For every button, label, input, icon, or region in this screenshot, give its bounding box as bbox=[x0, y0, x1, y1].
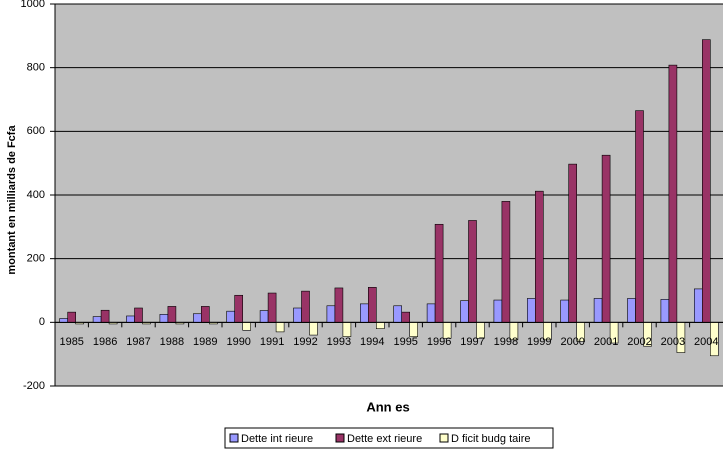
bar bbox=[134, 307, 143, 323]
x-tick-label: 2001 bbox=[594, 336, 618, 348]
bar bbox=[401, 311, 411, 323]
bar bbox=[701, 39, 711, 323]
bar bbox=[167, 306, 177, 323]
y-tick-label: 800 bbox=[27, 62, 45, 74]
x-tick-label: 1989 bbox=[193, 336, 217, 348]
bar bbox=[627, 298, 636, 323]
bar bbox=[601, 154, 611, 323]
bar bbox=[259, 310, 269, 323]
bar bbox=[201, 306, 210, 323]
bar bbox=[501, 201, 511, 323]
bar bbox=[267, 292, 277, 323]
bar bbox=[460, 300, 469, 323]
x-tick-label: 1987 bbox=[126, 336, 150, 348]
bar bbox=[301, 290, 310, 323]
bar bbox=[375, 322, 385, 330]
bar bbox=[67, 311, 76, 323]
x-tick-label: 1993 bbox=[327, 336, 351, 348]
bar bbox=[526, 298, 536, 323]
x-tick-label: 1995 bbox=[393, 336, 417, 348]
x-tick-label: 1991 bbox=[260, 336, 284, 348]
bar bbox=[367, 287, 377, 323]
x-tick-label: 1990 bbox=[226, 336, 250, 348]
bar bbox=[393, 305, 403, 323]
x-tick-label: 1988 bbox=[160, 336, 184, 348]
legend-label: D ficit budg taire bbox=[451, 433, 530, 445]
bar bbox=[668, 64, 678, 323]
x-tick-label: 1985 bbox=[59, 336, 83, 348]
bar bbox=[635, 110, 644, 323]
bar bbox=[560, 299, 570, 323]
x-tick-label: 1994 bbox=[360, 336, 384, 348]
bar bbox=[159, 314, 169, 323]
bar bbox=[342, 322, 352, 337]
bar bbox=[593, 298, 603, 323]
x-tick-label: 1999 bbox=[527, 336, 551, 348]
bar bbox=[242, 322, 251, 331]
bar bbox=[359, 303, 369, 323]
legend-swatch bbox=[439, 433, 449, 443]
legend-swatch bbox=[335, 433, 345, 443]
bar bbox=[92, 316, 102, 323]
bar bbox=[126, 315, 135, 323]
bar bbox=[59, 318, 69, 323]
y-tick-label: 1000 bbox=[21, 0, 45, 10]
x-tick-label: 2002 bbox=[627, 336, 651, 348]
bar bbox=[100, 309, 110, 323]
bar bbox=[334, 287, 344, 323]
y-tick-label: 600 bbox=[27, 125, 45, 137]
y-tick-label: -200 bbox=[23, 380, 45, 392]
x-tick-label: 1997 bbox=[460, 336, 484, 348]
bar bbox=[493, 299, 503, 323]
bar bbox=[293, 307, 302, 323]
x-tick-label: 2004 bbox=[694, 336, 718, 348]
bar bbox=[534, 190, 544, 323]
y-tick-label: 400 bbox=[27, 189, 45, 201]
bar bbox=[568, 163, 578, 323]
x-tick-label: 1998 bbox=[494, 336, 518, 348]
bar bbox=[693, 288, 703, 323]
x-tick-label: 1992 bbox=[293, 336, 317, 348]
bar bbox=[275, 322, 285, 333]
legend-swatch bbox=[229, 433, 239, 443]
bar bbox=[409, 322, 419, 337]
y-tick-label: 0 bbox=[39, 316, 45, 328]
x-axis-title: Ann es bbox=[366, 399, 409, 414]
legend-label: Dette ext rieure bbox=[347, 433, 422, 445]
bar bbox=[226, 310, 235, 323]
bar bbox=[309, 322, 318, 336]
bar bbox=[326, 305, 336, 323]
bar bbox=[193, 313, 202, 323]
bar bbox=[468, 220, 477, 323]
x-tick-label: 1986 bbox=[93, 336, 117, 348]
bar bbox=[660, 299, 670, 323]
bar bbox=[234, 294, 243, 323]
x-tick-label: 1996 bbox=[427, 336, 451, 348]
x-tick-label: 2003 bbox=[661, 336, 685, 348]
legend-label: Dette int rieure bbox=[241, 433, 313, 445]
legend bbox=[224, 427, 554, 449]
bar bbox=[434, 223, 444, 323]
x-tick-label: 2000 bbox=[560, 336, 584, 348]
bar bbox=[426, 303, 436, 323]
y-axis-title: montant en milliards de Fcfa bbox=[6, 125, 18, 275]
y-tick-label: 200 bbox=[27, 253, 45, 265]
